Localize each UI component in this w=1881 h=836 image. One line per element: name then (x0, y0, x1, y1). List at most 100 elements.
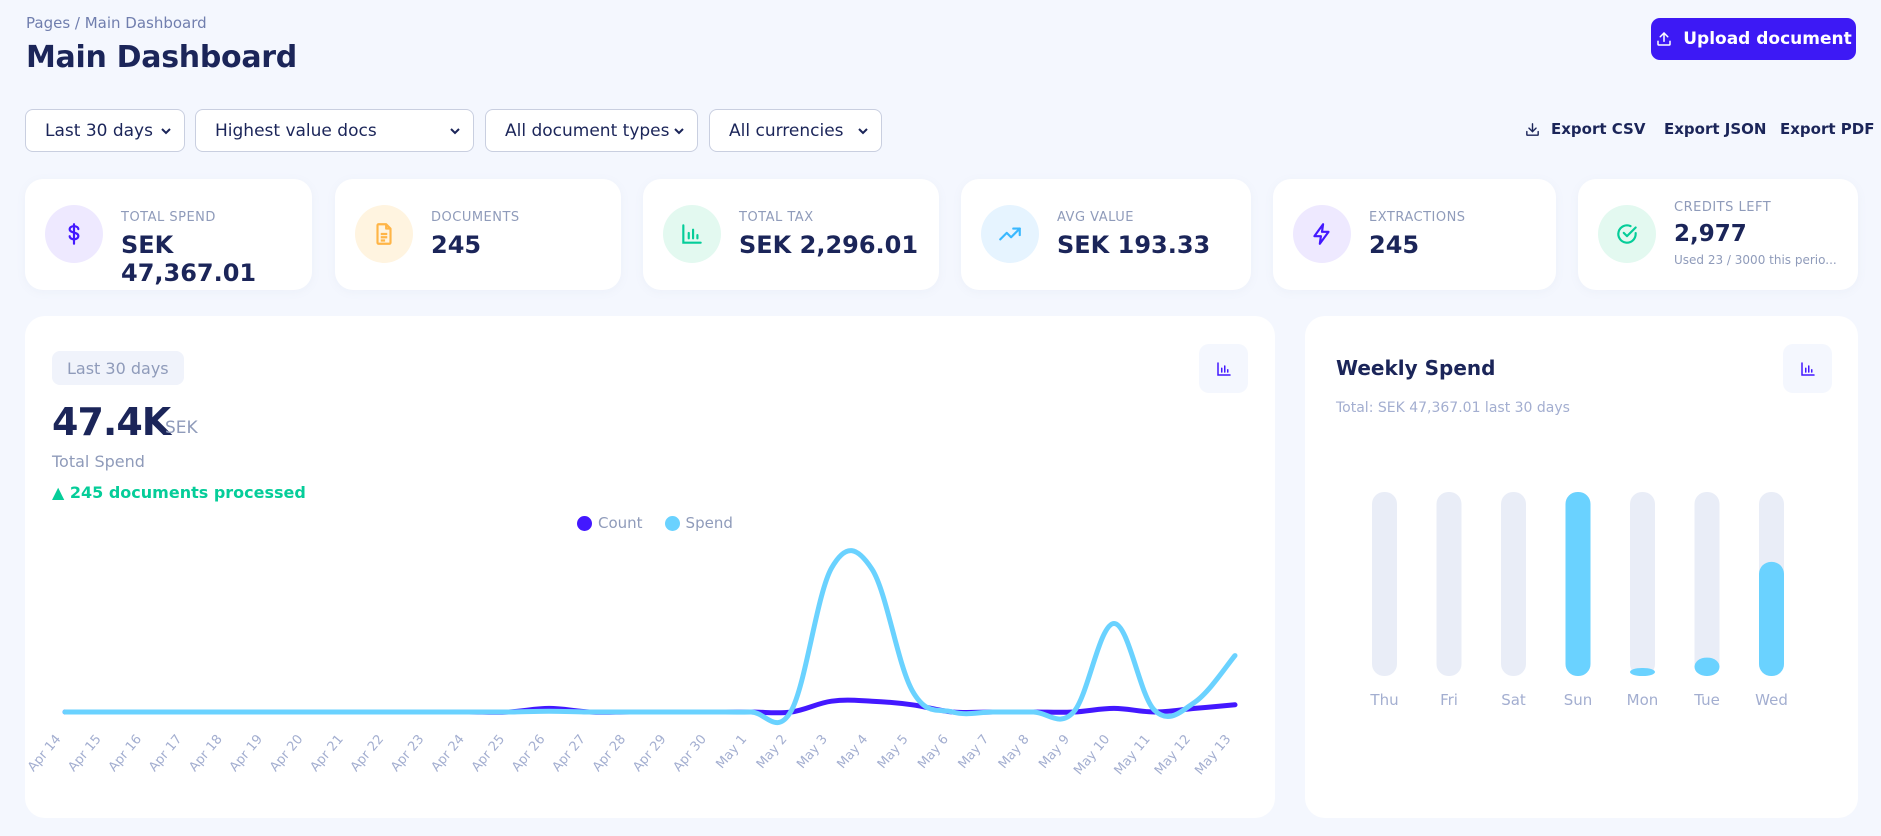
currency-filter-select[interactable]: All currencies (709, 109, 882, 152)
download-icon (1526, 122, 1539, 136)
bar-sun[interactable] (1565, 492, 1591, 676)
chart-type-button[interactable] (1199, 344, 1248, 393)
legend-label: Spend (685, 514, 733, 532)
total-spend-label: Total Spend (52, 452, 145, 471)
x-tick-label: Apr 14 (25, 732, 64, 775)
x-tick-label: Sun (1564, 691, 1593, 709)
x-tick-label: May 4 (835, 732, 872, 772)
export-pdf-button[interactable]: Export PDF (1780, 118, 1874, 140)
stat-subtext: Used 23 / 3000 this perio... (1674, 253, 1837, 267)
x-tick-label: Apr 21 (308, 732, 347, 775)
weekly-spend-subtitle: Total: SEK 47,367.01 last 30 days (1336, 400, 1570, 416)
document-type-filter-select[interactable]: All document types (485, 109, 698, 152)
x-tick-label: Apr 19 (227, 732, 266, 775)
stat-icon-wrap (45, 205, 103, 263)
x-tick-label: May 2 (754, 732, 791, 772)
bar-tue[interactable] (1694, 657, 1720, 676)
x-tick-label: Tue (1693, 691, 1720, 709)
bar-mon[interactable] (1630, 668, 1655, 676)
stat-label: DOCUMENTS (431, 210, 520, 225)
stat-icon-wrap (981, 205, 1039, 263)
export-json-button[interactable]: Export JSON (1664, 118, 1766, 140)
x-tick-label: Thu (1369, 691, 1398, 709)
sort-filter-select[interactable]: Highest value docs (195, 109, 474, 152)
x-tick-label: May 6 (915, 732, 952, 772)
stat-card-total-tax: TOTAL TAX SEK 2,296.01 (643, 179, 939, 290)
check-circle-icon (1617, 224, 1637, 244)
currency-filter-value: All currencies (729, 120, 844, 141)
chart-legend: Count Spend (577, 514, 733, 532)
upload-icon (1657, 32, 1671, 46)
bar-chart-icon (682, 224, 702, 244)
upload-document-button[interactable]: Upload document (1651, 18, 1856, 60)
x-tick-label: Apr 26 (509, 732, 548, 775)
legend-label: Count (598, 514, 643, 532)
weekly-spend-panel: Weekly Spend Total: SEK 47,367.01 last 3… (1305, 316, 1858, 818)
weekly-chart-type-button[interactable] (1783, 344, 1832, 393)
period-filter-value: Last 30 days (45, 120, 153, 141)
bar-track (1630, 492, 1655, 676)
total-spend-value: 47.4K (52, 400, 171, 444)
x-tick-label: Apr 23 (388, 732, 427, 775)
x-tick-label: May 11 (1112, 732, 1154, 778)
export-csv-label: Export CSV (1551, 120, 1646, 138)
x-tick-label: Fri (1440, 691, 1458, 709)
bar-track (1372, 492, 1397, 676)
bar-chart-icon (1800, 361, 1815, 376)
stat-value: SEK 2,296.01 (739, 231, 919, 259)
spend-chart-panel: Last 30 days 47.4K SEK Total Spend ▲ 245… (25, 316, 1275, 818)
upload-document-label: Upload document (1683, 29, 1852, 49)
spend-line-chart: Apr 14 Apr 15 Apr 16 Apr 17 Apr 18 Apr 19 Apr … (25, 548, 1238, 778)
bar-track (1501, 492, 1526, 676)
chevron-down-icon (161, 127, 171, 134)
stat-value: 245 (431, 231, 482, 259)
stat-card-documents: DOCUMENTS 245 (335, 179, 621, 290)
series-line-spend (62, 548, 1238, 726)
page-title: Main Dashboard (26, 40, 297, 75)
document-type-filter-value: All document types (505, 120, 670, 141)
x-tick-label: Sat (1501, 691, 1526, 709)
export-pdf-label: Export PDF (1780, 120, 1875, 138)
x-tick-label: Apr 15 (65, 732, 104, 775)
legend-item-count[interactable]: Count (577, 514, 643, 532)
x-tick-label: May 8 (996, 732, 1033, 772)
x-tick-label: May 9 (1036, 732, 1073, 772)
x-tick-label: Mon (1627, 691, 1659, 709)
sort-filter-value: Highest value docs (215, 120, 377, 141)
period-badge: Last 30 days (52, 351, 184, 385)
x-tick-label: May 7 (956, 732, 993, 772)
stat-value: 245 (1369, 231, 1420, 259)
stat-value: SEK 193.33 (1057, 231, 1211, 259)
period-filter-select[interactable]: Last 30 days (25, 109, 185, 152)
x-tick-label: May 10 (1071, 732, 1113, 778)
chevron-down-icon (674, 127, 684, 134)
legend-dot (577, 515, 592, 531)
x-tick-label: May 3 (794, 732, 831, 772)
bar-wed[interactable] (1759, 561, 1784, 676)
x-tick-label: Apr 22 (348, 732, 387, 775)
x-tick-label: Apr 27 (550, 732, 589, 775)
stat-icon-wrap (1598, 205, 1656, 263)
legend-item-spend[interactable]: Spend (664, 514, 733, 532)
stat-label: AVG VALUE (1057, 210, 1134, 225)
stat-label: TOTAL SPEND (121, 210, 216, 225)
stat-card-avg-value: AVG VALUE SEK 193.33 (961, 179, 1251, 290)
export-csv-button[interactable]: Export CSV (1524, 118, 1645, 140)
x-tick-label: Wed (1755, 691, 1788, 709)
x-tick-label: Apr 17 (146, 732, 185, 775)
bar-track (1694, 492, 1720, 676)
stat-icon-wrap (355, 205, 413, 263)
x-tick-label: May 12 (1152, 732, 1194, 778)
x-tick-label: Apr 30 (671, 732, 710, 775)
lightning-icon (1313, 223, 1330, 245)
documents-processed-trend: ▲ 245 documents processed (52, 483, 306, 502)
x-tick-label: Apr 18 (186, 732, 225, 775)
x-tick-label: Apr 25 (469, 732, 508, 775)
stat-label: TOTAL TAX (739, 210, 814, 225)
stat-card-total-spend: TOTAL SPEND SEK 47,367.01 (25, 179, 312, 290)
dollar-icon (68, 223, 80, 245)
x-tick-label: Apr 24 (429, 732, 468, 775)
document-icon (376, 223, 392, 245)
chevron-down-icon (450, 127, 460, 134)
stat-icon-wrap (1293, 205, 1351, 263)
